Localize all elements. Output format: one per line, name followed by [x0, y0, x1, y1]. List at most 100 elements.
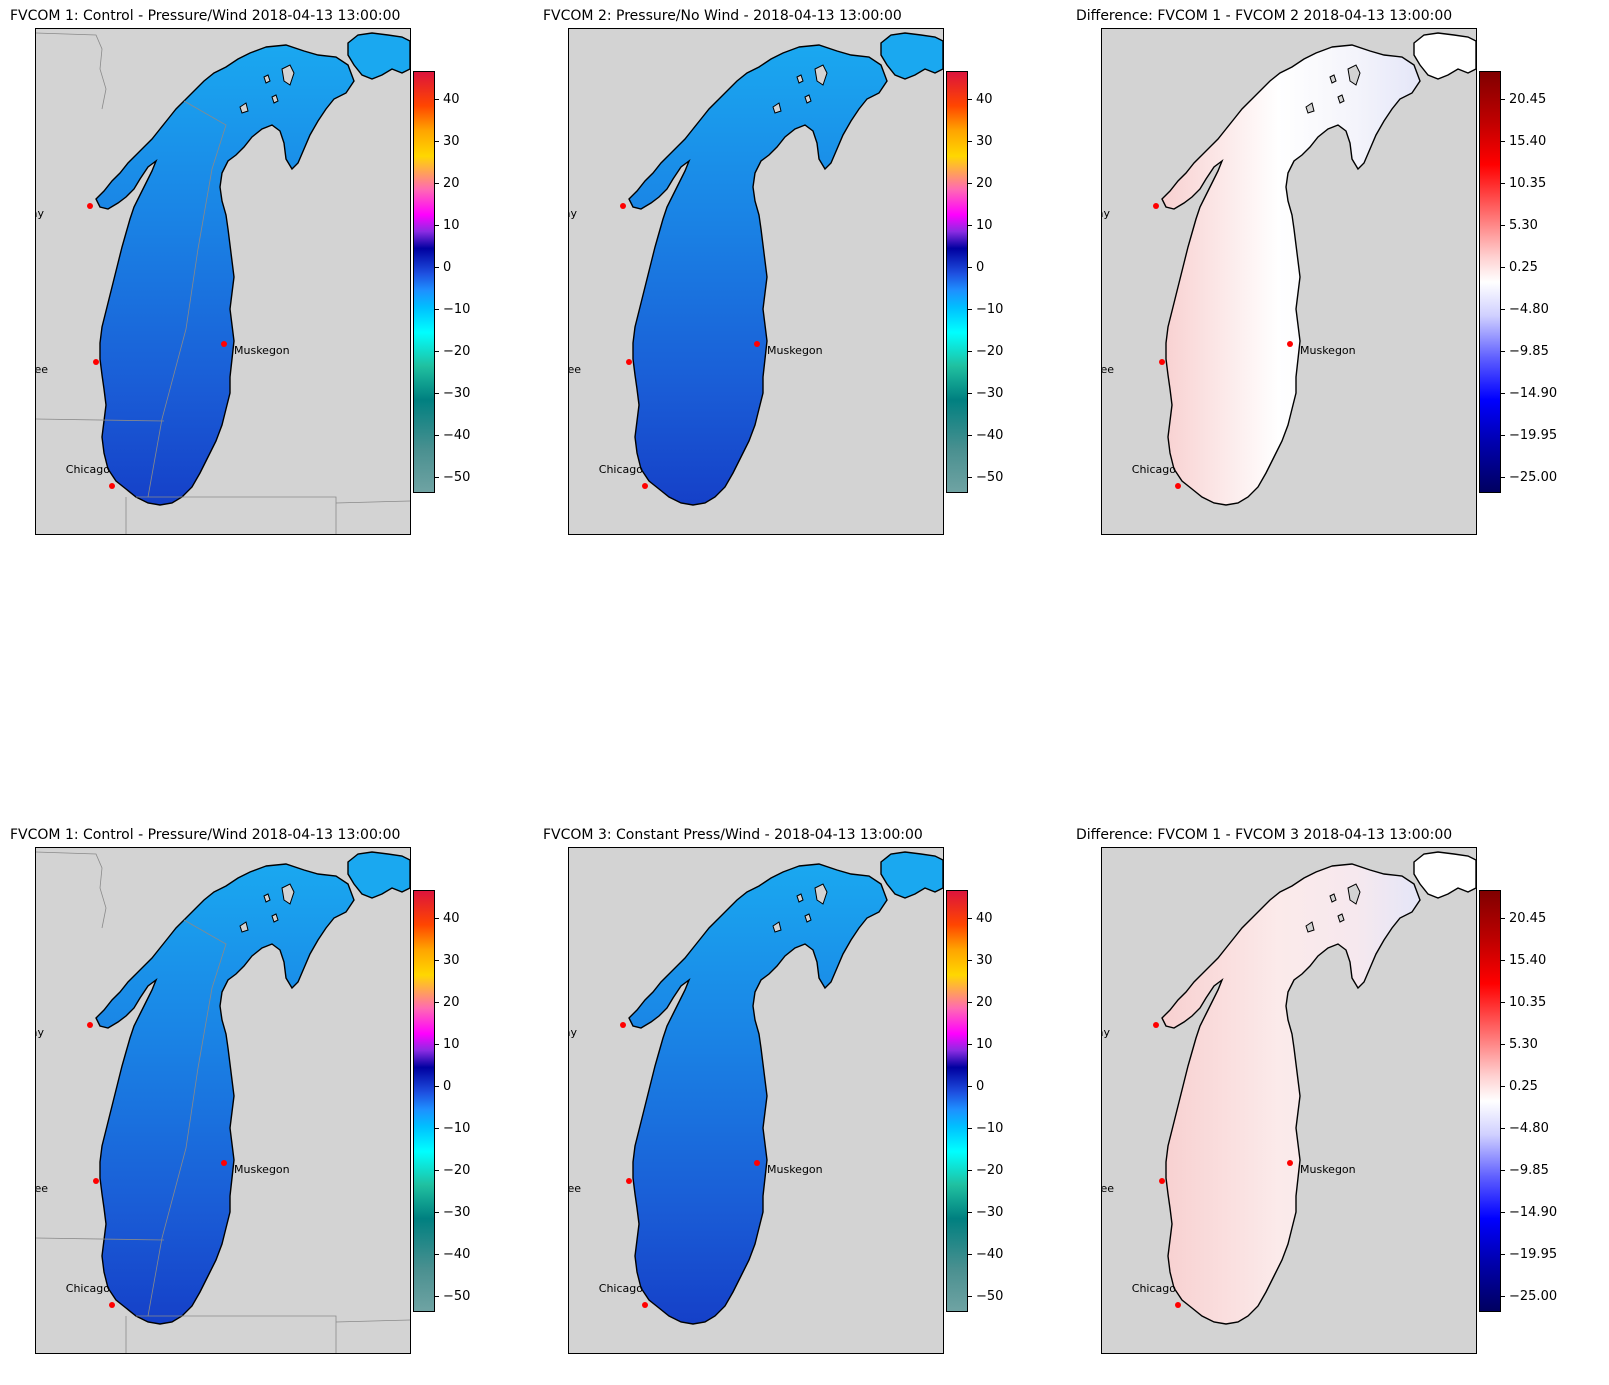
- map-panel: FVCOM 1: Control - Pressure/Wind 2018-04…: [10, 8, 530, 548]
- colorbar-tick-label: 0: [435, 1079, 451, 1094]
- lake-michigan: [628, 863, 888, 1325]
- city-marker: [1159, 359, 1165, 365]
- city-marker: [626, 1178, 632, 1184]
- map-panel: Difference: FVCOM 1 - FVCOM 2 2018-04-13…: [1076, 8, 1596, 548]
- colorbar-tick-label: −10: [968, 302, 1003, 317]
- city-label: Chicago: [66, 1282, 110, 1295]
- colorbar-tick-label: 10.35: [1501, 176, 1546, 191]
- island: [814, 883, 828, 905]
- colorbar-tick-label: 10: [435, 218, 460, 233]
- colorbar: [413, 71, 435, 493]
- colorbar: [946, 71, 968, 493]
- lake-michigan-map: Green Bay Milwaukee Muskegon Chicago: [1102, 29, 1476, 534]
- city-marker: [1153, 203, 1159, 209]
- city-marker: [620, 203, 626, 209]
- colorbar-tick-label: 10: [435, 1037, 460, 1052]
- island: [281, 64, 295, 86]
- lake-michigan: [1161, 863, 1421, 1325]
- colorbar-tick-label: 10: [968, 218, 993, 233]
- city-label: Milwaukee: [569, 363, 581, 376]
- lake-michigan-map: Green Bay Milwaukee Muskegon Chicago: [569, 29, 943, 534]
- island: [1337, 94, 1345, 104]
- island: [239, 921, 249, 933]
- island: [796, 893, 804, 903]
- colorbar-tick-label: 5.30: [1501, 1037, 1538, 1052]
- lake-michigan-map: Green Bay Milwaukee Muskegon Chicago: [36, 29, 410, 534]
- lake-huron-edge: [347, 851, 410, 899]
- city-marker: [1159, 1178, 1165, 1184]
- city-label: Green Bay: [36, 207, 44, 220]
- colorbar-tick-label: −25.00: [1501, 470, 1557, 485]
- island: [271, 94, 279, 104]
- city-marker: [93, 1178, 99, 1184]
- island: [1329, 74, 1337, 84]
- lake-michigan: [628, 44, 888, 506]
- city-marker: [1287, 1160, 1293, 1166]
- lake-michigan: [1161, 44, 1421, 506]
- city-marker: [87, 203, 93, 209]
- colorbar-tick-label: 40: [968, 92, 993, 107]
- lake-michigan-map: Green Bay Milwaukee Muskegon Chicago: [569, 848, 943, 1353]
- colorbar-tick-label: −10: [968, 1121, 1003, 1136]
- colorbar-tick-label: 20: [435, 995, 460, 1010]
- city-label: Milwaukee: [36, 363, 48, 376]
- colorbar-tick-label: −19.95: [1501, 1247, 1557, 1262]
- colorbar-tick-label: −30: [435, 386, 470, 401]
- city-label: Green Bay: [569, 207, 577, 220]
- lake-huron-edge: [1413, 32, 1476, 80]
- colorbar: [1479, 71, 1501, 493]
- colorbar-tick-label: −19.95: [1501, 428, 1557, 443]
- colorbar-tick-label: −9.85: [1501, 1163, 1549, 1178]
- colorbar-tick-label: −20: [435, 1163, 470, 1178]
- island: [772, 102, 782, 114]
- colorbar-tick-label: −4.80: [1501, 1121, 1549, 1136]
- colorbar-tick-label: 40: [968, 911, 993, 926]
- colorbar-tick-label: 30: [435, 953, 460, 968]
- city-label: Chicago: [599, 463, 643, 476]
- map-frame: Green Bay Milwaukee Muskegon Chicago: [568, 847, 944, 1354]
- island: [814, 64, 828, 86]
- island: [1329, 893, 1337, 903]
- city-marker: [1153, 1022, 1159, 1028]
- colorbar-tick-label: −50: [968, 1289, 1003, 1304]
- colorbar-tick-label: −14.90: [1501, 386, 1557, 401]
- city-label: Chicago: [1132, 1282, 1176, 1295]
- colorbar-tick-label: −20: [968, 344, 1003, 359]
- panel-title: Difference: FVCOM 1 - FVCOM 3 2018-04-13…: [1076, 827, 1453, 843]
- city-label: Muskegon: [767, 344, 823, 357]
- colorbar-tick-label: 30: [435, 134, 460, 149]
- colorbar: [1479, 890, 1501, 1312]
- colorbar-tick-label: −25.00: [1501, 1289, 1557, 1304]
- colorbar-tick-label: −9.85: [1501, 344, 1549, 359]
- map-frame: Green Bay Milwaukee Muskegon Chicago: [35, 28, 411, 535]
- island: [239, 102, 249, 114]
- city-marker: [754, 341, 760, 347]
- lake-huron-edge: [1413, 851, 1476, 899]
- island: [271, 913, 279, 923]
- city-marker: [221, 1160, 227, 1166]
- city-label: Milwaukee: [36, 1182, 48, 1195]
- lake-michigan: [95, 44, 355, 506]
- island: [796, 74, 804, 84]
- city-label: Muskegon: [1300, 1163, 1356, 1176]
- colorbar-tick-label: −4.80: [1501, 302, 1549, 317]
- colorbar-tick-label: 30: [968, 134, 993, 149]
- colorbar-tick-label: −50: [435, 470, 470, 485]
- colorbar-tick-label: −40: [968, 428, 1003, 443]
- colorbar-tick-label: 15.40: [1501, 134, 1546, 149]
- city-label: Muskegon: [1300, 344, 1356, 357]
- island: [772, 921, 782, 933]
- colorbar-tick-label: −10: [435, 302, 470, 317]
- colorbar-tick-label: −50: [968, 470, 1003, 485]
- city-marker: [1175, 1302, 1181, 1308]
- colorbar-ticks: 40 30 20 10 0 −10 −20 −30 −40 −50: [968, 890, 1048, 1310]
- island: [804, 94, 812, 104]
- city-marker: [626, 359, 632, 365]
- city-marker: [754, 1160, 760, 1166]
- panel-title: FVCOM 1: Control - Pressure/Wind 2018-04…: [10, 8, 401, 24]
- city-label: Green Bay: [36, 1026, 44, 1039]
- city-marker: [1287, 341, 1293, 347]
- colorbar-tick-label: −40: [435, 428, 470, 443]
- map-panel: FVCOM 2: Pressure/No Wind - 2018-04-13 1…: [543, 8, 1063, 548]
- city-marker: [620, 1022, 626, 1028]
